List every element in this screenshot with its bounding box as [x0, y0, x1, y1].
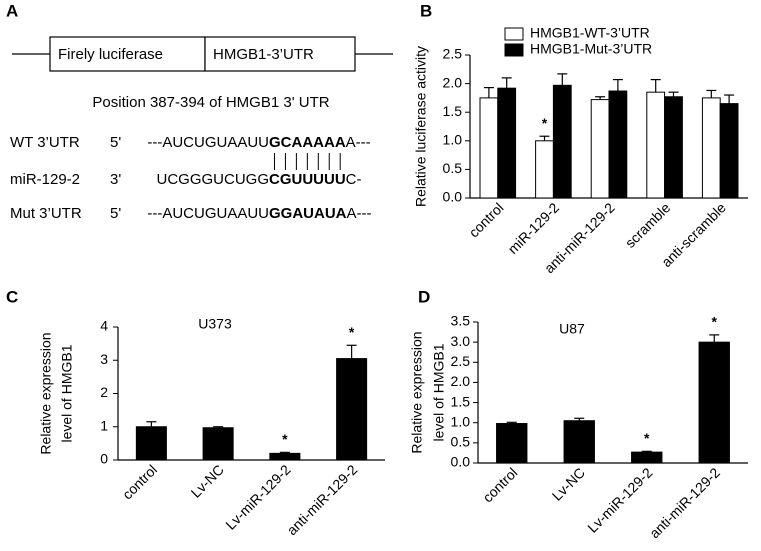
y-axis-label: level of HMGB1: [431, 343, 447, 441]
y-tick-label: 3.5: [451, 313, 471, 329]
box-label: Firely luciferase: [58, 46, 163, 63]
x-tick-label: Lv-NC: [549, 464, 588, 503]
seed-sequence: CGUUUUU: [269, 171, 346, 188]
chart-title: U373: [198, 316, 232, 332]
bar: [269, 452, 301, 461]
chart-title: U87: [559, 321, 585, 337]
sequence: C-: [346, 171, 362, 188]
legend-swatch: [504, 43, 524, 57]
x-tick-label: control: [466, 199, 507, 240]
sequence: A---: [347, 205, 372, 222]
strand-end: 3': [110, 171, 121, 188]
row-name: miR-129-2: [10, 171, 80, 188]
significance-mark: *: [712, 314, 718, 330]
y-tick-label: 2.0: [451, 373, 471, 389]
x-tick-label: anti-miR-129-2: [284, 461, 361, 538]
y-tick-label: 1.5: [451, 393, 471, 409]
y-tick-label: 4: [100, 318, 108, 334]
sequence: UCGGGUCUGG: [157, 171, 270, 188]
y-tick-label: 3.0: [451, 333, 471, 349]
sequence: ---AUCUGUAAUU: [147, 134, 269, 151]
x-tick-label: control: [119, 461, 160, 502]
panel-label: D: [418, 287, 430, 306]
bar: [135, 426, 167, 461]
significance-mark: *: [349, 324, 355, 340]
y-tick-label: 0.0: [443, 189, 463, 205]
x-tick-label: miR-129-2: [505, 199, 563, 257]
seed-sequence: GCAAAAA: [269, 134, 346, 151]
y-axis-label: Relative luciferase activity: [413, 46, 429, 207]
strand-end: 5': [110, 134, 121, 151]
significance-mark: *: [282, 431, 288, 447]
bar: [631, 451, 663, 464]
bar: [608, 90, 628, 199]
panel-label: C: [6, 287, 18, 306]
bar: [701, 97, 721, 199]
y-tick-label: 2.5: [443, 46, 463, 62]
sequence: A---: [346, 134, 371, 151]
bar: [552, 84, 572, 199]
legend-label: HMGB1-Mut-3’UTR: [530, 41, 652, 57]
bar: [202, 427, 234, 461]
bar: [698, 341, 730, 464]
bar: [646, 91, 666, 199]
significance-mark: *: [644, 430, 650, 446]
sequence: ---AUCUGUAAUU: [147, 205, 269, 222]
bar: [719, 103, 739, 199]
bar: [563, 420, 595, 464]
y-tick-label: 2.0: [443, 74, 463, 90]
legend-swatch: [504, 27, 524, 41]
box-label: HMGB1-3’UTR: [213, 46, 314, 63]
bar: [336, 358, 368, 461]
bar: [479, 97, 499, 199]
y-tick-label: 2.5: [451, 353, 471, 369]
y-tick-label: 0.5: [443, 160, 463, 176]
y-axis-label: Relative expression: [38, 332, 54, 454]
y-tick-label: 1.0: [451, 413, 471, 429]
y-axis-label: Relative expression: [409, 331, 425, 453]
y-tick-label: 2: [100, 384, 108, 400]
seed-sequence: GGAUAUA: [269, 205, 347, 222]
y-tick-label: 0.0: [451, 454, 471, 470]
strand-end: 5': [110, 205, 121, 222]
row-name: Mut 3’UTR: [10, 205, 82, 222]
legend-label: HMGB1-WT-3’UTR: [530, 25, 650, 41]
panel-label: B: [420, 1, 432, 20]
row-name: WT 3’UTR: [10, 134, 80, 151]
y-axis-label: level of HMGB1: [59, 344, 75, 442]
x-tick-label: scramble: [622, 199, 674, 251]
y-tick-label: 3: [100, 351, 108, 367]
bar: [590, 99, 610, 199]
diagram-title: Position 387-394 of HMGB1 3' UTR: [92, 94, 329, 111]
x-tick-label: Lv-NC: [187, 461, 226, 500]
y-tick-label: 0.5: [451, 434, 471, 450]
bar: [496, 423, 528, 464]
y-tick-label: 1.0: [443, 132, 463, 148]
significance-mark: *: [542, 115, 548, 131]
x-tick-label: anti-miR-129-2: [646, 464, 723, 541]
bar: [497, 87, 517, 199]
x-tick-label: Lv-miR-129-2: [222, 461, 293, 532]
y-tick-label: 0: [100, 451, 108, 467]
x-tick-label: Lv-miR-129-2: [584, 464, 655, 535]
panel-label: A: [6, 1, 18, 20]
bar: [664, 96, 683, 199]
y-tick-label: 1: [100, 417, 108, 433]
bar: [535, 140, 554, 199]
x-tick-label: control: [479, 464, 520, 505]
y-tick-label: 1.5: [443, 103, 463, 119]
construct-box: [204, 36, 356, 72]
